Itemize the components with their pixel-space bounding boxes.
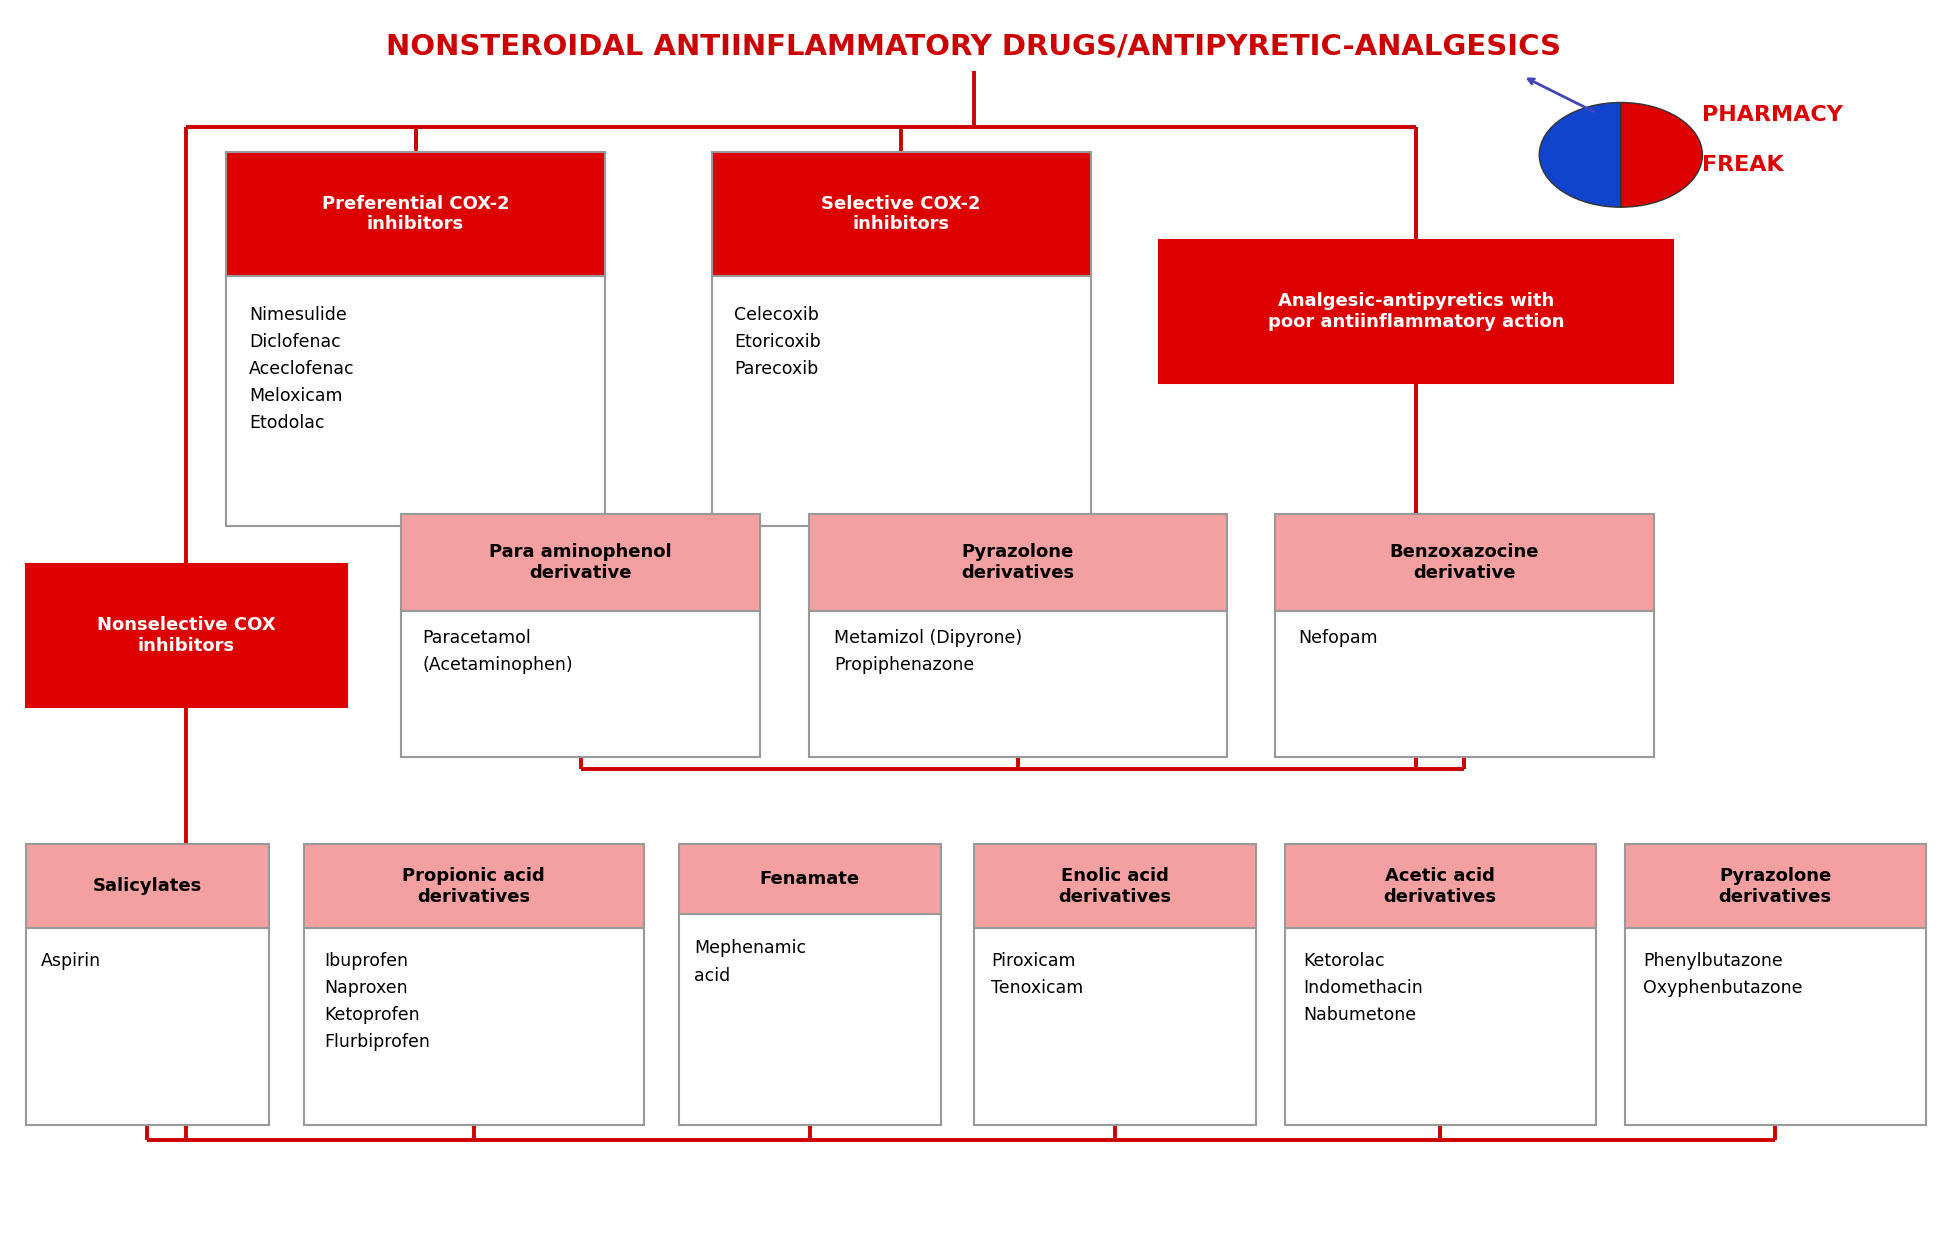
FancyBboxPatch shape <box>25 928 269 1124</box>
FancyBboxPatch shape <box>678 844 941 914</box>
Text: Phenylbutazone
Oxyphenbutazone: Phenylbutazone Oxyphenbutazone <box>1642 952 1802 997</box>
FancyBboxPatch shape <box>1276 611 1654 757</box>
FancyBboxPatch shape <box>1286 844 1595 928</box>
Text: Preferential COX-2
inhibitors: Preferential COX-2 inhibitors <box>321 194 508 233</box>
FancyBboxPatch shape <box>711 275 1091 526</box>
Text: Piroxicam
Tenoxicam: Piroxicam Tenoxicam <box>992 952 1083 997</box>
FancyBboxPatch shape <box>25 563 347 707</box>
Wedge shape <box>1621 103 1703 207</box>
Text: FREAK: FREAK <box>1703 155 1784 175</box>
Text: Pyrazolone
derivatives: Pyrazolone derivatives <box>960 543 1073 582</box>
FancyBboxPatch shape <box>1625 844 1927 928</box>
Text: Ibuprofen
Naproxen
Ketoprofen
Flurbiprofen: Ibuprofen Naproxen Ketoprofen Flurbiprof… <box>323 952 431 1052</box>
FancyBboxPatch shape <box>1286 928 1595 1124</box>
Text: Para aminophenol
derivative: Para aminophenol derivative <box>489 543 672 582</box>
FancyBboxPatch shape <box>711 153 1091 275</box>
Text: NONSTEROIDAL ANTIINFLAMMATORY DRUGS/ANTIPYRETIC-ANALGESICS: NONSTEROIDAL ANTIINFLAMMATORY DRUGS/ANTI… <box>386 33 1562 60</box>
FancyBboxPatch shape <box>304 928 643 1124</box>
Text: Fenamate: Fenamate <box>760 870 859 888</box>
Text: Propionic acid
derivatives: Propionic acid derivatives <box>403 866 545 905</box>
Text: PHARMACY: PHARMACY <box>1703 105 1843 125</box>
FancyBboxPatch shape <box>1625 928 1927 1124</box>
Text: Nonselective COX
inhibitors: Nonselective COX inhibitors <box>97 616 277 655</box>
Text: Salicylates: Salicylates <box>94 878 203 895</box>
FancyBboxPatch shape <box>974 844 1256 928</box>
Text: Celecoxib
Etoricoxib
Parecoxib: Celecoxib Etoricoxib Parecoxib <box>734 305 822 378</box>
Text: Enolic acid
derivatives: Enolic acid derivatives <box>1058 866 1171 905</box>
FancyBboxPatch shape <box>25 844 269 928</box>
Text: Analgesic-antipyretics with
poor antiinflammatory action: Analgesic-antipyretics with poor antiinf… <box>1268 292 1564 331</box>
FancyBboxPatch shape <box>1276 513 1654 611</box>
Text: Metamizol (Dipyrone)
Propiphenazone: Metamizol (Dipyrone) Propiphenazone <box>834 629 1023 674</box>
Wedge shape <box>1539 103 1621 207</box>
FancyBboxPatch shape <box>226 153 606 275</box>
Text: Benzoxazocine
derivative: Benzoxazocine derivative <box>1389 543 1539 582</box>
FancyBboxPatch shape <box>401 513 760 611</box>
Text: Paracetamol
(Acetaminophen): Paracetamol (Acetaminophen) <box>423 629 573 674</box>
FancyBboxPatch shape <box>974 928 1256 1124</box>
FancyBboxPatch shape <box>304 844 643 928</box>
Text: Selective COX-2
inhibitors: Selective COX-2 inhibitors <box>822 194 982 233</box>
FancyBboxPatch shape <box>226 275 606 526</box>
Text: Ketorolac
Indomethacin
Nabumetone: Ketorolac Indomethacin Nabumetone <box>1303 952 1424 1024</box>
Text: Acetic acid
derivatives: Acetic acid derivatives <box>1383 866 1496 905</box>
Text: Pyrazolone
derivatives: Pyrazolone derivatives <box>1718 866 1831 905</box>
FancyBboxPatch shape <box>808 611 1227 757</box>
Text: Nimesulide
Diclofenac
Aceclofenac
Meloxicam
Etodolac: Nimesulide Diclofenac Aceclofenac Meloxi… <box>249 305 355 432</box>
Text: Mephenamic
acid: Mephenamic acid <box>695 939 806 984</box>
FancyBboxPatch shape <box>808 513 1227 611</box>
Text: Nefopam: Nefopam <box>1297 629 1377 646</box>
FancyBboxPatch shape <box>401 611 760 757</box>
FancyBboxPatch shape <box>678 914 941 1124</box>
FancyBboxPatch shape <box>1159 239 1673 383</box>
Text: Aspirin: Aspirin <box>41 952 101 970</box>
